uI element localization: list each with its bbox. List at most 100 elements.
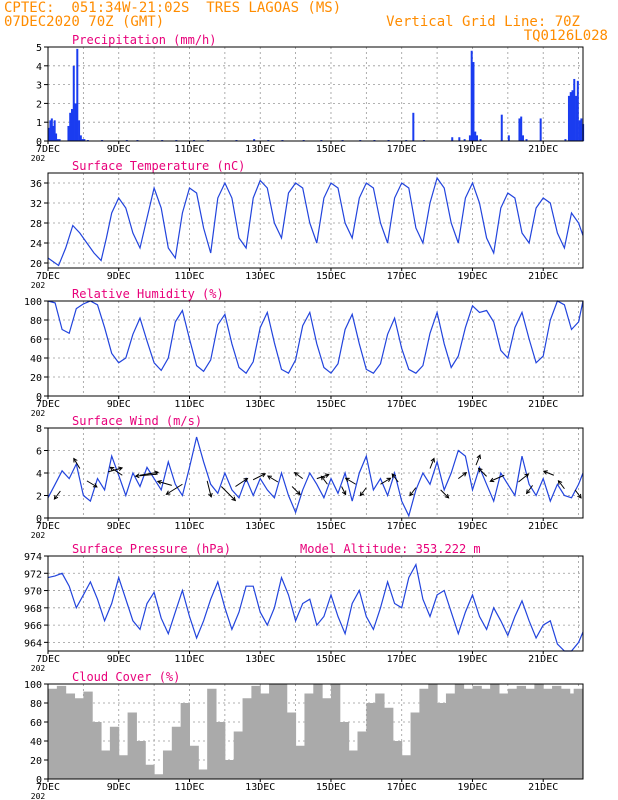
panel1-bar [79, 135, 82, 141]
panel4-xtick-label: 13DEC [245, 521, 275, 532]
panel1-bar [476, 135, 478, 141]
wind-arrow [345, 477, 356, 485]
wind-arrowhead [165, 490, 171, 495]
panel6-bar [445, 693, 456, 779]
panel4-title: Surface Wind (m/s) [72, 414, 202, 428]
header-station: CPTEC: 051:34W-21:02S TRES LAGOAS (MS) [4, 0, 342, 16]
panel6-xtick-label: 21DEC [528, 782, 558, 793]
panel5-ytick-label: 966 [24, 621, 42, 632]
panel5-ytick-label: 974 [24, 552, 42, 563]
panel2-xtick-label: 13DEC [245, 271, 275, 282]
wind-arrow [135, 473, 158, 477]
wind-arrowhead [542, 470, 548, 475]
panel6-bar [330, 684, 341, 779]
panel1-bar [412, 112, 415, 141]
panel6-bar [339, 722, 350, 779]
panel6-xtick-label: 11DEC [174, 782, 204, 793]
panel1-xtick-label: 21DEC [528, 144, 558, 155]
panel1-bar [573, 78, 576, 141]
header-model-code: TQ0126L028 [523, 28, 608, 44]
panel5-title: Surface Pressure (hPa) [72, 542, 231, 556]
panel1-frame [47, 46, 584, 142]
panel4-xtick-label: 17DEC [387, 521, 417, 532]
panel6-bar [277, 684, 288, 779]
panel1-xtick-label: 19DEC [457, 144, 487, 155]
panel6-bar [428, 684, 438, 779]
wind-arrow [294, 472, 303, 480]
panel6-bar [454, 684, 465, 779]
panel5-xtick-label: 15DEC [316, 654, 346, 665]
panel5-xtick-label: 11DEC [174, 654, 204, 665]
panel6-bar [242, 698, 252, 779]
panel2-xtick-label: 15DEC [316, 271, 346, 282]
panel6-bar [481, 688, 491, 779]
wind-arrowhead [243, 477, 249, 483]
wind-arrowhead [134, 473, 140, 479]
panel6-bar [101, 750, 111, 779]
wind-arrowhead [73, 457, 78, 463]
panel1-bar [50, 118, 53, 141]
panel1-bar [472, 62, 475, 141]
wind-arrow [73, 458, 81, 469]
panel1-bar [576, 80, 579, 141]
wind-arrow [252, 473, 266, 481]
wind-arrowhead [53, 494, 59, 500]
wind-arrowhead [92, 483, 98, 488]
panel1-bar [507, 135, 510, 141]
panel5-ytick-label: 964 [24, 638, 42, 649]
panel3-title: Relative Humidity (%) [72, 287, 224, 301]
wind-arrowhead [109, 466, 115, 472]
wind-arrowhead [577, 493, 582, 499]
panel4-ytick-label: 8 [36, 424, 42, 435]
wind-arrowhead [208, 492, 213, 498]
panel1-bar [474, 131, 477, 141]
panel1-bar [81, 139, 84, 141]
panel6-bar [233, 731, 244, 779]
panel6-bar [322, 698, 332, 779]
panel3-xtick-label: 9DEC [107, 399, 131, 410]
wind-arrowhead [267, 475, 272, 480]
panel1-bar [55, 133, 58, 141]
panel6-bar [207, 688, 217, 779]
panel6-bar [65, 693, 76, 779]
wind-arrowhead [391, 473, 397, 479]
panel6-bar [384, 707, 394, 779]
wind-arrow [267, 475, 279, 483]
wind-arrow [440, 489, 449, 499]
panel5-frame [47, 555, 584, 652]
panel2-ytick-label: 28 [30, 219, 42, 230]
panel6-bar [286, 712, 297, 779]
wind-arrowhead [444, 493, 450, 499]
panel6-ytick-label: 0 [36, 775, 42, 786]
panel6-title: Cloud Cover (%) [72, 670, 180, 684]
wind-arrow [359, 487, 367, 496]
panel6-bar [348, 750, 359, 779]
wind-arrow [206, 480, 212, 497]
panel1-xtick-label: 9DEC [107, 144, 131, 155]
panel1-bar [518, 118, 521, 141]
panel1-bar [458, 137, 461, 141]
panel6-bar [534, 684, 544, 779]
wind-arrow [157, 480, 172, 486]
panel6-bar [269, 684, 279, 779]
panel1-bar [468, 135, 471, 141]
panel1-bar [580, 118, 583, 141]
panel1-bar [525, 139, 528, 141]
wind-arrow [220, 486, 236, 501]
wind-arrowhead [293, 471, 299, 477]
panel6-bar [56, 685, 67, 779]
wind-arrow [321, 475, 328, 485]
wind-arrow [53, 490, 61, 500]
panel3-ytick-label: 40 [30, 354, 42, 365]
panel1-bar [463, 139, 466, 141]
header-gridline-note: Vertical Grid Line: 70Z [386, 14, 580, 30]
panel1-bar [49, 120, 52, 141]
panel3-ytick-label: 20 [30, 373, 42, 384]
panel6-bar [74, 698, 84, 779]
panel3-xtick-label: 21DEC [528, 399, 558, 410]
panel1-bar [521, 135, 524, 141]
panel3-xtick-label: 13DEC [245, 399, 275, 410]
panel6-bar [543, 688, 553, 779]
panel6-xtick-label: 9DEC [107, 782, 131, 793]
wind-arrow [543, 470, 555, 476]
